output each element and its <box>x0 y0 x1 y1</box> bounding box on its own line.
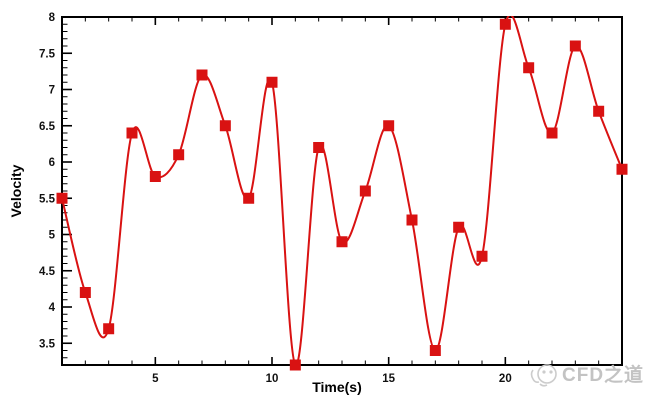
x-tick-labels: 5 10 15 20 <box>152 373 512 385</box>
data-point-marker <box>546 127 558 139</box>
x-tick-label: 15 <box>382 373 395 385</box>
data-point-marker <box>149 171 161 182</box>
velocity-curve <box>61 16 623 366</box>
data-point-marker <box>173 149 185 161</box>
y-tick-label: 4 <box>49 302 56 314</box>
y-tick-label: 3.5 <box>39 338 56 350</box>
data-point-marker <box>219 120 231 132</box>
y-tick-label: 6 <box>49 157 55 169</box>
data-point-marker <box>103 323 115 335</box>
data-point-marker <box>196 69 208 81</box>
x-axis-title: Time(s) <box>312 379 362 395</box>
data-point-marker <box>616 163 628 175</box>
data-point-marker <box>499 18 511 30</box>
x-tick-label: 20 <box>499 373 512 385</box>
x-tick-label: 10 <box>266 373 279 385</box>
y-tick-label: 5 <box>49 230 56 242</box>
x-tick-label: 5 <box>152 373 159 385</box>
data-point-marker <box>336 236 348 248</box>
data-point-marker <box>593 105 605 117</box>
data-point-marker <box>243 192 255 204</box>
y-tick-label: 5.5 <box>39 193 56 205</box>
y-tick-label: 7 <box>49 85 55 97</box>
data-point-marker <box>569 40 581 52</box>
data-point-marker <box>79 287 91 298</box>
y-tick-label: 7.5 <box>39 48 56 60</box>
data-point-marker <box>383 120 395 132</box>
x-major-ticks <box>154 17 507 365</box>
y-tick-labels: 3.5 4 4.5 5 5.5 6 6.5 7 7.5 8 <box>39 12 56 350</box>
data-point-marker <box>56 192 68 204</box>
data-point-marker <box>359 185 371 197</box>
data-point-marker <box>453 221 465 233</box>
data-point-marker <box>429 345 441 356</box>
data-point-marker <box>523 62 535 74</box>
data-point-marker <box>126 127 138 139</box>
y-tick-label: 8 <box>49 12 56 24</box>
data-point-markers <box>56 18 628 371</box>
y-tick-label: 4.5 <box>39 266 56 278</box>
data-point-marker <box>266 76 278 88</box>
data-point-marker <box>313 142 325 153</box>
data-point-marker <box>289 359 301 371</box>
data-point-marker <box>406 214 418 226</box>
plot-frame <box>61 16 623 366</box>
x-minor-ticks <box>84 17 600 365</box>
data-point-marker <box>476 250 488 262</box>
y-axis-title: Velocity <box>8 164 24 217</box>
y-tick-label: 6.5 <box>39 121 56 133</box>
